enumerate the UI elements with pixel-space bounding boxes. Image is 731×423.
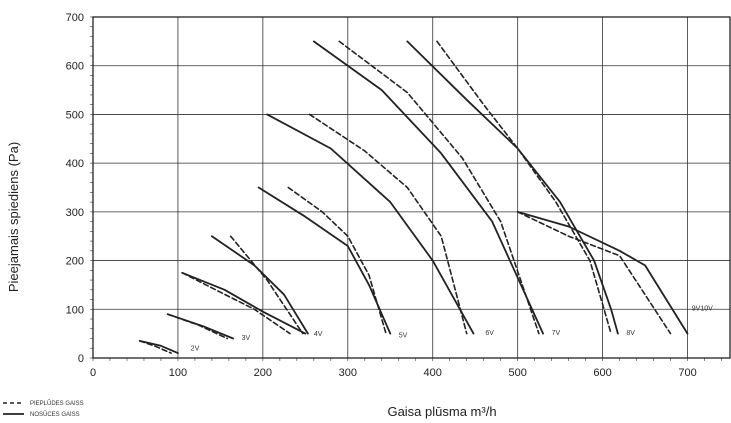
- y-tick-label: 500: [66, 109, 84, 121]
- legend: PIEPLŪDES GAISS NOSŪCES GAISS: [3, 400, 84, 418]
- series-line-7v-solid: [312, 40, 544, 335]
- plot-frame: [92, 16, 731, 359]
- curve-label-2v: 2V: [191, 346, 200, 353]
- series-line-4v-dashed: [229, 235, 304, 335]
- y-axis-title: Pieejamais spiediens (Pa): [6, 142, 21, 292]
- curve-label-4v: 4V: [314, 331, 323, 338]
- curve-label-7v: 7V: [552, 330, 561, 337]
- y-tick-label: 200: [66, 256, 84, 268]
- x-tick-label: 300: [339, 367, 357, 379]
- x-tick-label: 100: [169, 367, 187, 379]
- y-tick-label: 400: [66, 158, 84, 170]
- legend-label-supply: PIEPLŪDES GAISS: [30, 400, 84, 407]
- series-line-9v10v-dashed: [516, 211, 672, 335]
- series-line-2v-dashed: [138, 340, 172, 354]
- series-line-5v-dashed: [287, 186, 387, 335]
- series-line-3v-solid: [166, 313, 235, 340]
- curve-labels: 2V 3V 4V 5V 6V 7V 8V 9V10V: [191, 306, 713, 353]
- x-tick-label: 400: [424, 367, 442, 379]
- curve-label-9v10v: 9V10V: [692, 306, 713, 313]
- y-tick-label: 300: [66, 207, 84, 219]
- y-tick-labels: 0 100 200 300 400 500 600 700: [66, 12, 84, 365]
- series-line-8v-dashed: [436, 40, 612, 335]
- series-lines: [138, 40, 689, 355]
- grid: [90, 16, 730, 361]
- legend-label-exhaust: NOSŪCES GAISS: [30, 411, 80, 418]
- curve-label-6v: 6V: [485, 330, 494, 337]
- x-tick-labels: 0 100 200 300 400 500 600 700: [90, 367, 697, 379]
- x-tick-label: 200: [254, 367, 272, 379]
- curve-label-5v: 5V: [399, 333, 408, 340]
- series-line-7v-dashed: [338, 40, 540, 335]
- y-tick-label: 700: [66, 12, 84, 24]
- series-line-9v10v-solid: [516, 210, 689, 335]
- series-line-8v-solid: [406, 40, 619, 335]
- y-tick-label: 600: [66, 61, 84, 73]
- curve-label-3v: 3V: [242, 335, 251, 342]
- series-line-2v-solid: [138, 339, 179, 355]
- curve-label-8v: 8V: [626, 330, 635, 337]
- x-axis-title: Gaisa plūsma m³/h: [387, 404, 496, 419]
- y-tick-label: 0: [78, 353, 84, 365]
- series-line-4v-solid: [210, 235, 309, 335]
- x-tick-label: 600: [593, 367, 611, 379]
- series-line-4v-dashed: [181, 271, 291, 335]
- series-line-5v-solid: [257, 186, 392, 335]
- x-tick-label: 0: [90, 367, 96, 379]
- series-line-4v-solid: [181, 271, 307, 335]
- series-line-6v-dashed: [308, 113, 468, 335]
- x-tick-label: 700: [678, 367, 696, 379]
- x-tick-label: 500: [508, 367, 526, 379]
- series-line-6v-solid: [266, 113, 475, 335]
- y-tick-label: 100: [66, 304, 84, 316]
